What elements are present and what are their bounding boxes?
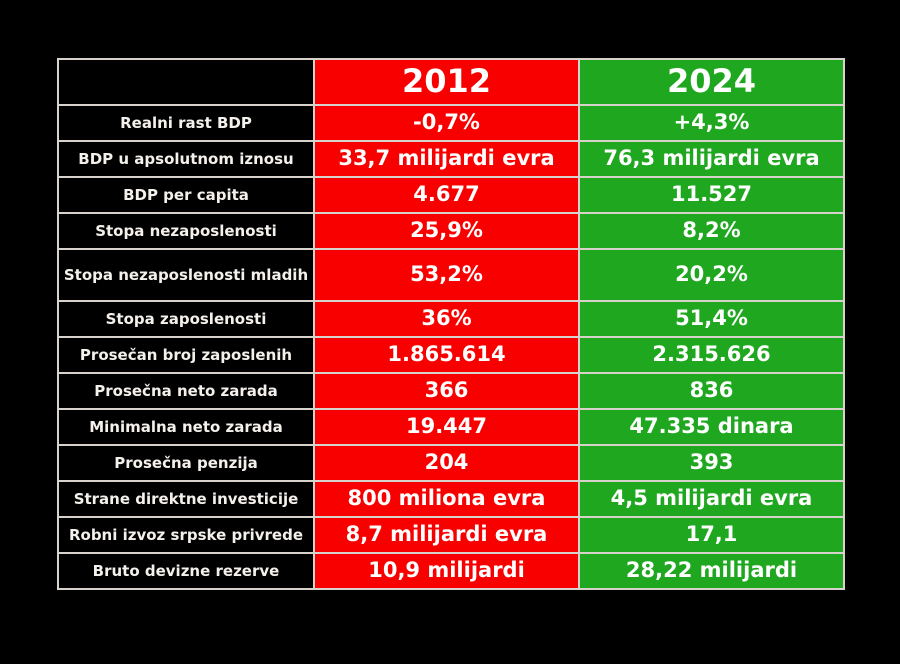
row-label: Realni rast BDP <box>57 104 315 142</box>
table-row: Minimalna neto zarada 19.447 47.335 dinara <box>57 408 845 446</box>
table-row: Bruto devizne rezerve 10,9 milijardi 28,22… <box>57 552 845 590</box>
value-2012: 800 miliona evra <box>313 480 580 518</box>
table-row: Prosečna neto zarada 366 836 <box>57 372 845 410</box>
value-2012: 8,7 milijardi evra <box>313 516 580 554</box>
row-label: Stopa zaposlenosti <box>57 300 315 338</box>
row-label: Robni izvoz srpske privrede <box>57 516 315 554</box>
value-2024: 76,3 milijardi evra <box>578 140 845 178</box>
value-2012: 53,2% <box>313 248 580 302</box>
table-row: BDP u apsolutnom iznosu 33,7 milijardi ev… <box>57 140 845 178</box>
value-2024: 20,2% <box>578 248 845 302</box>
table-row: BDP per capita 4.677 11.527 <box>57 176 845 214</box>
table-row: Robni izvoz srpske privrede 8,7 milijardi… <box>57 516 845 554</box>
value-2024: 836 <box>578 372 845 410</box>
value-2012: 1.865.614 <box>313 336 580 374</box>
value-2024: 51,4% <box>578 300 845 338</box>
value-2012: 19.447 <box>313 408 580 446</box>
table-row: Realni rast BDP -0,7% +4,3% <box>57 104 845 142</box>
value-2012: 366 <box>313 372 580 410</box>
row-label: BDP per capita <box>57 176 315 214</box>
value-2024: 17,1 <box>578 516 845 554</box>
table-row: Stopa nezaposlenosti 25,9% 8,2% <box>57 212 845 250</box>
row-label: Stopa nezaposlenosti mladih <box>57 248 315 302</box>
table-row: Prosečan broj zaposlenih 1.865.614 2.315.6… <box>57 336 845 374</box>
value-2012: 36% <box>313 300 580 338</box>
row-label: Prosečan broj zaposlenih <box>57 336 315 374</box>
value-2024: 2.315.626 <box>578 336 845 374</box>
value-2024: 8,2% <box>578 212 845 250</box>
header-2012: 2012 <box>313 58 580 106</box>
row-label: Stopa nezaposlenosti <box>57 212 315 250</box>
value-2012: 204 <box>313 444 580 482</box>
table-row: Prosečna penzija 204 393 <box>57 444 845 482</box>
row-label: Minimalna neto zarada <box>57 408 315 446</box>
table-row: Stopa nezaposlenosti mladih 53,2% 20,2% <box>57 248 845 302</box>
header-row: 2012 2024 <box>57 58 845 106</box>
header-empty-cell <box>57 58 315 106</box>
value-2012: 25,9% <box>313 212 580 250</box>
value-2012: 10,9 milijardi <box>313 552 580 590</box>
value-2024: 47.335 dinara <box>578 408 845 446</box>
value-2024: 28,22 milijardi <box>578 552 845 590</box>
value-2024: +4,3% <box>578 104 845 142</box>
value-2024: 393 <box>578 444 845 482</box>
value-2024: 4,5 milijardi evra <box>578 480 845 518</box>
value-2024: 11.527 <box>578 176 845 214</box>
row-label: Prosečna neto zarada <box>57 372 315 410</box>
value-2012: 4.677 <box>313 176 580 214</box>
row-label: Bruto devizne rezerve <box>57 552 315 590</box>
comparison-table: 2012 2024 Realni rast BDP -0,7% +4,3% BDP u… <box>57 58 845 590</box>
header-2024: 2024 <box>578 58 845 106</box>
value-2012: -0,7% <box>313 104 580 142</box>
row-label: BDP u apsolutnom iznosu <box>57 140 315 178</box>
row-label: Strane direktne investicije <box>57 480 315 518</box>
table-row: Stopa zaposlenosti 36% 51,4% <box>57 300 845 338</box>
row-label: Prosečna penzija <box>57 444 315 482</box>
value-2012: 33,7 milijardi evra <box>313 140 580 178</box>
table-row: Strane direktne investicije 800 miliona e… <box>57 480 845 518</box>
